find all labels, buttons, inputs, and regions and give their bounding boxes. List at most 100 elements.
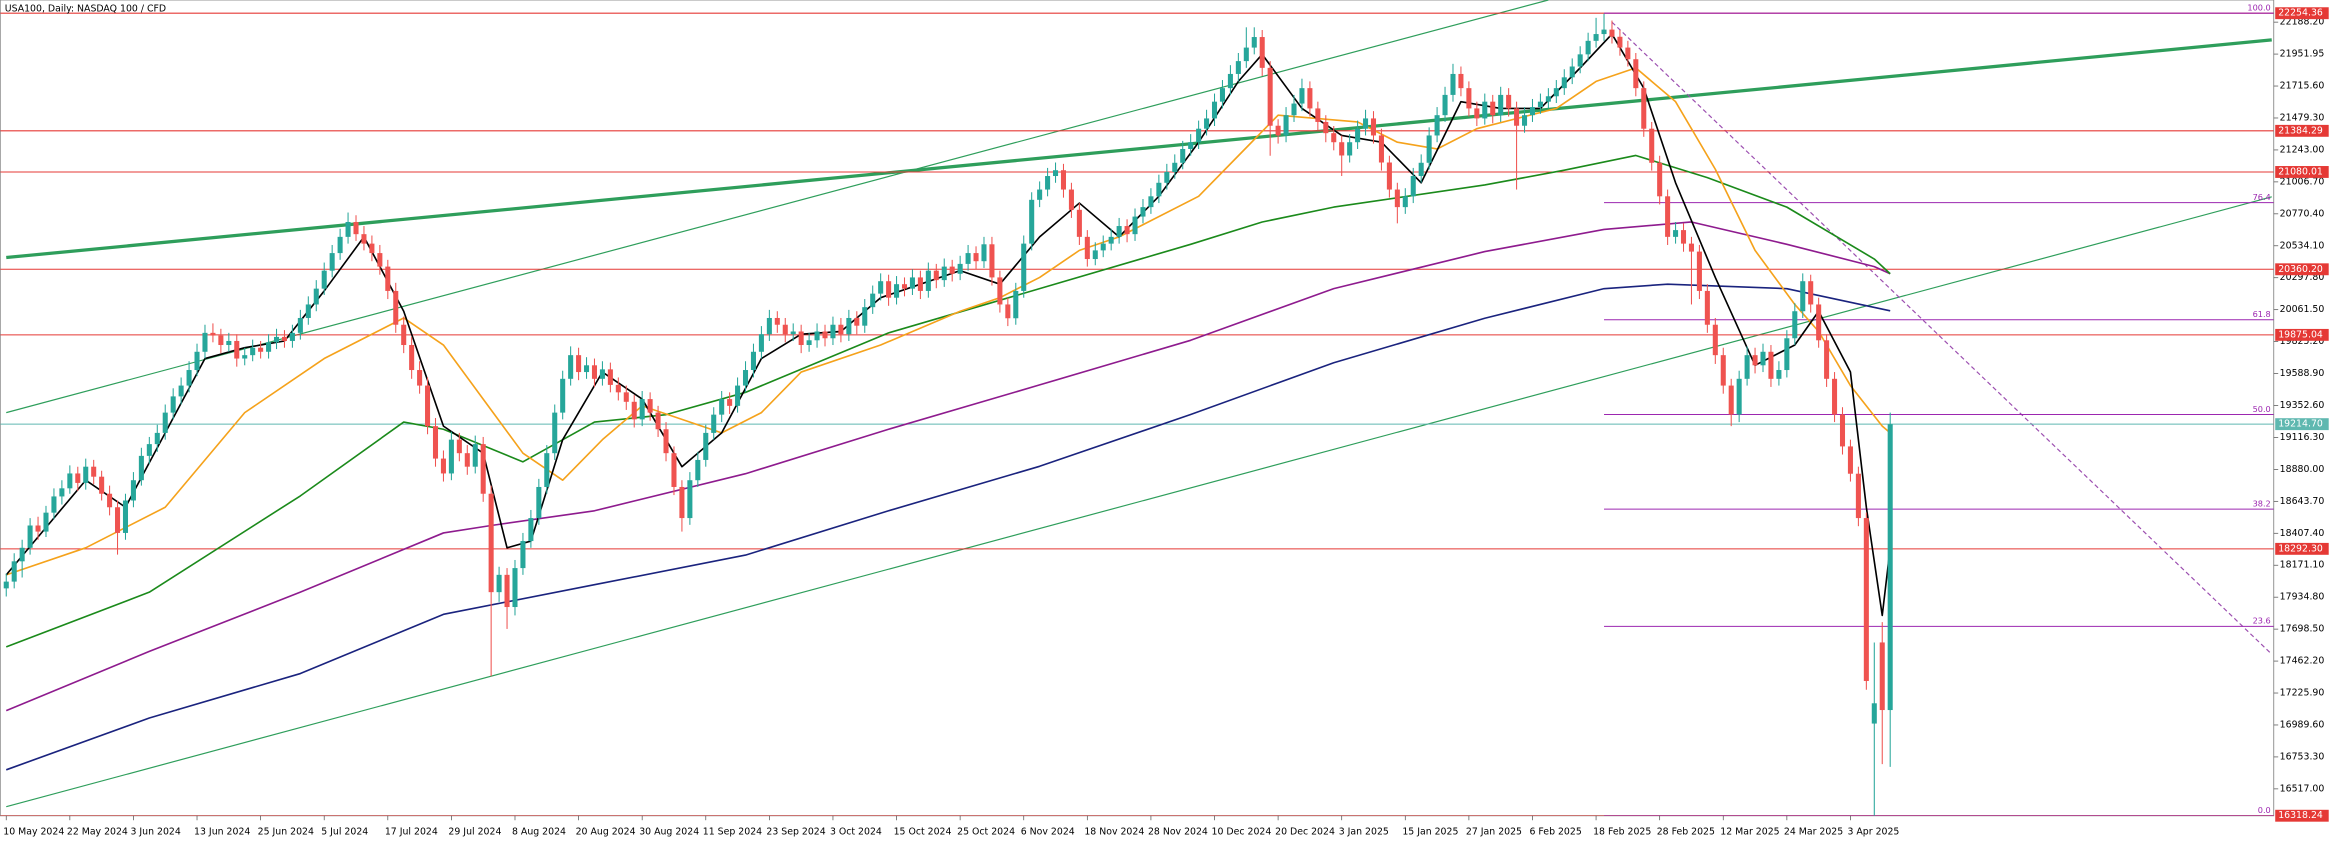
candle-body [822,331,828,339]
candle-body [480,444,486,494]
candle-body [1537,101,1543,108]
y-tick-label: 18171.10 [2280,560,2325,571]
axes: 22188.20 21951.95 21715.60 21479.30 21243.00… [3,7,2329,838]
x-tick-label: 18 Feb 2025 [1593,827,1651,838]
candle-body [742,370,749,386]
candle-body [1339,142,1345,156]
y-tick-label: 19116.30 [2280,432,2325,443]
level-label: 21384.29 [2278,125,2323,136]
candle-body [711,414,717,433]
x-tick-label: 12 Mar 2025 [1720,827,1779,838]
candle-body [798,331,804,346]
candle-body [1410,176,1416,197]
candle-body [1331,133,1337,143]
candle-body [1784,338,1790,371]
candle-body [456,439,462,454]
x-tick-label: 10 May 2024 [3,827,64,838]
candle-body [1625,47,1631,60]
plot-frame [0,0,2275,817]
level-box [2275,542,2329,555]
candle-body [1267,67,1273,126]
candle-body [83,466,89,483]
candle-body [361,234,367,244]
candle-body [1378,135,1384,163]
candle-body [1315,108,1321,122]
y-tick-label: 16517.00 [2280,783,2325,794]
candle-body [1680,230,1687,244]
candle-body [1824,340,1830,379]
y-tick-label: 17225.90 [2280,688,2325,699]
current-price-box [2275,418,2329,431]
x-tick-label: 13 Jun 2024 [194,827,250,838]
moving-average [5,221,1891,712]
y-tick-label: 20297.80 [2280,272,2325,283]
candle-body [758,334,764,352]
candle-body [1816,304,1822,341]
candle-body [1855,473,1861,519]
fib-label: 100.0 [2247,2,2270,12]
candle-body [552,412,558,454]
candle-body [27,525,33,548]
x-tick-label: 3 Jun 2024 [130,827,180,838]
candle-body [353,221,359,235]
candle-body [1108,236,1114,244]
candle-body [305,304,311,318]
y-tick-label: 22188.20 [2280,17,2325,28]
x-tick-label: 18 Nov 2024 [1084,827,1144,838]
candle-body [1283,115,1289,136]
candle-body [520,541,526,569]
candle-body [1577,54,1583,67]
moving-average [5,67,1891,576]
y-tick-label: 19352.60 [2280,400,2325,411]
candle-body [1474,108,1480,119]
candle-body [544,453,550,487]
moving-average [5,283,1891,771]
chart-title: USA100, Daily: NASDAQ 100 / CFD [5,3,166,14]
candle-body [941,266,947,281]
candle-body [504,574,510,608]
candle-body [1720,355,1726,386]
level-box [2275,263,2329,276]
candle-body [774,317,780,325]
candle-body [1347,142,1353,156]
candle-body [242,355,248,359]
x-tick-label: 3 Oct 2024 [830,827,882,838]
level-box [2275,124,2329,137]
candle-body [1251,37,1257,48]
candle-body [1196,128,1202,143]
candle-body [1736,378,1742,415]
candle-body [1060,170,1067,190]
candle-body [878,281,884,294]
y-tick-label: 20061.50 [2280,304,2325,315]
y-tick-label: 17934.80 [2280,592,2325,603]
candle-body [1514,108,1520,126]
candle-body [1712,324,1718,356]
candle-body [1259,37,1265,68]
candle-body [130,480,136,501]
candle-body [591,365,598,379]
x-tick-label: 3 Apr 2025 [1847,827,1899,838]
candle-body [138,455,144,481]
candle-body [170,396,176,413]
y-tick-label: 21243.00 [2280,144,2325,155]
x-tick-label: 20 Dec 2024 [1275,827,1335,838]
candle-body [1553,88,1559,97]
candle-body [1219,88,1225,102]
candle-body [425,385,431,427]
candle-body [1728,385,1734,415]
x-tick-label: 11 Sep 2024 [703,827,762,838]
candle-body [1243,47,1249,62]
y-tick-label: 21479.30 [2280,112,2325,123]
candle-body [218,335,224,346]
x-tick-label: 28 Feb 2025 [1657,827,1715,838]
candle-body [432,426,439,459]
candle-body [901,284,908,289]
candle-body [512,568,518,608]
candle-body [313,288,319,305]
x-tick-label: 3 Jan 2025 [1339,827,1389,838]
candle-body [1776,370,1782,379]
candle-body [1370,118,1377,136]
candle-body [146,444,152,456]
y-tick-label: 20770.40 [2280,208,2325,219]
